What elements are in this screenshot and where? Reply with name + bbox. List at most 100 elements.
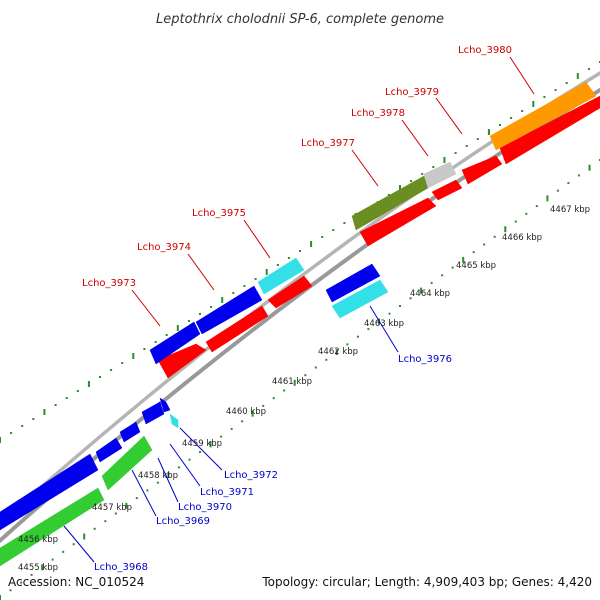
- major-tick: [83, 533, 86, 540]
- gene-label-lcho_3972[interactable]: Lcho_3972: [224, 470, 278, 481]
- gene-feature-orange[interactable]: [489, 81, 597, 151]
- minor-tick: [232, 292, 235, 294]
- gene-feature-cyan[interactable]: [257, 257, 305, 295]
- gene-label-lcho_3974[interactable]: Lcho_3974: [137, 242, 191, 253]
- minor-tick: [241, 420, 244, 423]
- major-tick: [293, 379, 296, 386]
- gene-label-lcho_3973[interactable]: Lcho_3973: [82, 278, 136, 289]
- minor-tick: [51, 558, 54, 561]
- minor-tick: [262, 404, 265, 407]
- tick-label: 4464 kbp: [410, 289, 450, 299]
- gene-feature-blue[interactable]: [0, 453, 99, 531]
- minor-tick: [451, 266, 454, 269]
- minor-tick: [346, 343, 349, 346]
- minor-tick: [521, 110, 524, 112]
- gene-label-lcho_3971[interactable]: Lcho_3971: [200, 487, 254, 498]
- minor-tick: [567, 182, 570, 185]
- major-tick: [532, 101, 535, 107]
- leader-line: [369, 305, 399, 353]
- minor-tick: [499, 124, 501, 126]
- minor-tick: [556, 189, 559, 192]
- gene-feature-red[interactable]: [431, 179, 463, 201]
- tick-label: 4463 kbp: [364, 319, 404, 329]
- tick-label: 4458 kbp: [138, 471, 178, 481]
- minor-tick: [454, 152, 457, 154]
- gene-feature-red[interactable]: [205, 305, 269, 353]
- gene-feature-red[interactable]: [157, 343, 207, 379]
- gene-feature-gray[interactable]: [423, 161, 457, 189]
- minor-tick: [543, 96, 546, 98]
- minor-tick: [62, 550, 65, 553]
- gene-label-lcho_3975[interactable]: Lcho_3975: [192, 208, 246, 219]
- minor-tick: [577, 174, 580, 177]
- minor-tick: [143, 348, 146, 350]
- gene-feature-blue[interactable]: [95, 437, 123, 463]
- gene-feature-blue[interactable]: [141, 401, 165, 425]
- gene-label-lcho_3978[interactable]: Lcho_3978: [351, 108, 405, 119]
- accession-text: Accession: NC_010524: [8, 575, 144, 589]
- major-tick: [546, 195, 549, 202]
- minor-tick: [367, 328, 370, 331]
- minor-tick: [187, 320, 190, 322]
- minor-tick: [121, 362, 124, 364]
- minor-tick: [93, 527, 96, 530]
- minor-tick: [9, 589, 12, 592]
- minor-tick: [325, 358, 328, 361]
- gene-feature-red[interactable]: [359, 197, 437, 247]
- gene-feature-cyan[interactable]: [331, 279, 389, 319]
- gene-feature-cyan[interactable]: [169, 413, 179, 429]
- gene-label-lcho_3970[interactable]: Lcho_3970: [178, 502, 232, 513]
- major-tick: [588, 164, 591, 171]
- minor-tick: [154, 341, 157, 343]
- minor-tick: [388, 312, 391, 315]
- minor-tick: [272, 397, 275, 400]
- minor-tick: [472, 251, 475, 254]
- minor-tick: [332, 229, 335, 231]
- minor-tick: [387, 194, 390, 196]
- minor-tick: [587, 68, 590, 70]
- gene-feature-blue[interactable]: [119, 421, 141, 443]
- minor-tick: [514, 220, 517, 223]
- minor-tick: [304, 374, 307, 377]
- leader-line: [131, 469, 157, 517]
- gene-label-lcho_3976[interactable]: Lcho_3976: [398, 354, 452, 365]
- leader-line: [351, 149, 379, 187]
- summary-text: Topology: circular; Length: 4,909,403 bp…: [261, 575, 592, 589]
- minor-tick: [565, 82, 568, 84]
- gene-feature-blue[interactable]: [149, 321, 201, 365]
- minor-tick: [409, 297, 412, 300]
- tick-label: 4459 kbp: [182, 439, 222, 449]
- tick-labels: 4456 kbp 4457 kbp 4458 kbp 4459 kbp 4460 kbp…: [18, 205, 590, 573]
- gene-label-lcho_3968[interactable]: Lcho_3968: [94, 562, 148, 573]
- gene-label-lcho_3979[interactable]: Lcho_3979: [385, 87, 439, 98]
- minor-tick: [314, 366, 317, 369]
- major-tick: [125, 502, 128, 509]
- gene-feature-green[interactable]: [0, 487, 105, 567]
- minor-tick: [210, 306, 213, 308]
- gene-feature-red[interactable]: [499, 95, 600, 165]
- gene-feature-blue[interactable]: [159, 397, 171, 413]
- tick-label: 4456 kbp: [18, 535, 58, 545]
- gene-feature-green[interactable]: [101, 435, 153, 491]
- major-tick: [132, 353, 135, 359]
- gene-label-lcho_3977[interactable]: Lcho_3977: [301, 138, 355, 149]
- minor-tick: [165, 334, 168, 336]
- minor-tick: [20, 581, 23, 584]
- minor-tick: [199, 313, 201, 315]
- gene-label-lcho_3969[interactable]: Lcho_3969: [156, 516, 210, 527]
- gene-label-lcho_3980[interactable]: Lcho_3980: [458, 45, 512, 56]
- gene-feature-red[interactable]: [267, 275, 313, 309]
- major-tick: [0, 437, 1, 443]
- minor-tick: [243, 285, 246, 287]
- gene-feature-red[interactable]: [461, 155, 503, 185]
- gene-feature-blue[interactable]: [195, 285, 263, 335]
- major-tick: [504, 226, 507, 233]
- minor-tick: [110, 369, 113, 371]
- minor-tick: [430, 281, 433, 284]
- minor-tick: [99, 376, 101, 378]
- major-tick: [462, 256, 465, 263]
- gene-feature-blue[interactable]: [325, 263, 381, 303]
- minor-tick: [32, 418, 35, 420]
- gene-features: [0, 81, 600, 567]
